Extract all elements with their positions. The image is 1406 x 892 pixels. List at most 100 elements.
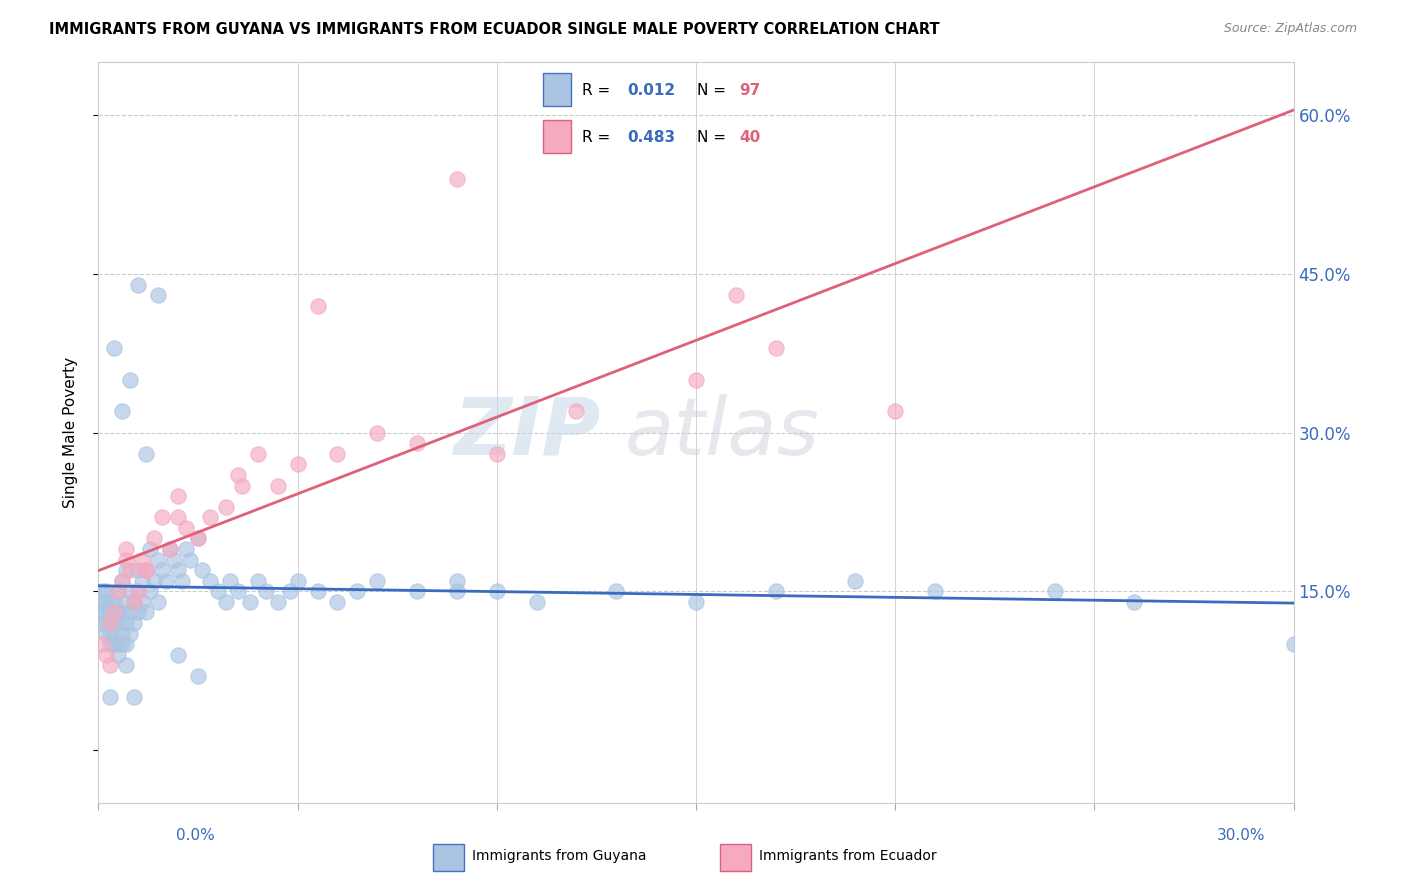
Point bbox=[111, 637, 134, 651]
Text: 0.0%: 0.0% bbox=[176, 828, 215, 843]
Point bbox=[174, 521, 197, 535]
Point bbox=[167, 563, 190, 577]
Point bbox=[131, 595, 153, 609]
Text: Immigrants from Ecuador: Immigrants from Ecuador bbox=[759, 849, 936, 863]
Text: Source: ZipAtlas.com: Source: ZipAtlas.com bbox=[1223, 22, 1357, 36]
Point bbox=[127, 563, 149, 577]
Point bbox=[159, 541, 181, 556]
Point bbox=[135, 447, 157, 461]
Point bbox=[98, 595, 122, 609]
Point bbox=[326, 447, 349, 461]
Text: Immigrants from Guyana: Immigrants from Guyana bbox=[472, 849, 647, 863]
Point bbox=[267, 595, 290, 609]
Point bbox=[148, 595, 170, 609]
Point bbox=[179, 552, 201, 566]
Point bbox=[446, 171, 468, 186]
Point bbox=[924, 584, 946, 599]
Point bbox=[135, 563, 157, 577]
Point bbox=[103, 626, 125, 640]
Point bbox=[215, 595, 238, 609]
Point bbox=[103, 615, 125, 630]
Point bbox=[115, 658, 138, 673]
Point bbox=[111, 574, 134, 588]
Point bbox=[187, 532, 209, 546]
Point bbox=[246, 447, 269, 461]
Y-axis label: Single Male Poverty: Single Male Poverty bbox=[63, 357, 77, 508]
Point bbox=[605, 584, 627, 599]
Point bbox=[120, 373, 142, 387]
Point bbox=[565, 404, 588, 418]
Point bbox=[107, 637, 129, 651]
Point bbox=[111, 404, 134, 418]
Point bbox=[485, 447, 508, 461]
Point bbox=[765, 584, 787, 599]
Text: 30.0%: 30.0% bbox=[1218, 828, 1265, 843]
Point bbox=[150, 563, 173, 577]
Point bbox=[254, 584, 277, 599]
Point bbox=[98, 615, 122, 630]
Point bbox=[446, 574, 468, 588]
Text: IMMIGRANTS FROM GUYANA VS IMMIGRANTS FROM ECUADOR SINGLE MALE POVERTY CORRELATIO: IMMIGRANTS FROM GUYANA VS IMMIGRANTS FRO… bbox=[49, 22, 939, 37]
Point bbox=[167, 489, 190, 503]
Point bbox=[765, 341, 787, 355]
Point bbox=[226, 584, 249, 599]
Point bbox=[226, 467, 249, 482]
Point bbox=[174, 541, 197, 556]
Point bbox=[115, 552, 138, 566]
Point bbox=[346, 584, 368, 599]
Point bbox=[91, 595, 114, 609]
Point bbox=[148, 552, 170, 566]
Point bbox=[124, 595, 146, 609]
Point bbox=[287, 574, 309, 588]
Point bbox=[96, 615, 118, 630]
Point bbox=[115, 563, 138, 577]
Point bbox=[107, 648, 129, 662]
Text: 97: 97 bbox=[740, 83, 761, 97]
Point bbox=[167, 510, 190, 524]
Point bbox=[120, 626, 142, 640]
Point bbox=[143, 532, 166, 546]
Point bbox=[148, 288, 170, 302]
Point bbox=[98, 615, 122, 630]
Point bbox=[1282, 637, 1305, 651]
Point bbox=[307, 584, 329, 599]
Point bbox=[406, 584, 429, 599]
Point bbox=[844, 574, 866, 588]
Point bbox=[115, 637, 138, 651]
Text: atlas: atlas bbox=[624, 393, 820, 472]
Point bbox=[155, 574, 177, 588]
Text: 40: 40 bbox=[740, 130, 761, 145]
Point bbox=[287, 458, 309, 472]
Point bbox=[143, 574, 166, 588]
Point bbox=[98, 626, 122, 640]
Point bbox=[167, 648, 190, 662]
Text: N =: N = bbox=[697, 130, 731, 145]
Point bbox=[111, 574, 134, 588]
Text: R =: R = bbox=[582, 83, 616, 97]
Point bbox=[219, 574, 242, 588]
FancyBboxPatch shape bbox=[543, 120, 571, 153]
Point bbox=[191, 563, 214, 577]
Point bbox=[124, 595, 146, 609]
FancyBboxPatch shape bbox=[543, 73, 571, 105]
Point bbox=[239, 595, 262, 609]
Point bbox=[120, 606, 142, 620]
Text: ZIP: ZIP bbox=[453, 393, 600, 472]
Point bbox=[187, 532, 209, 546]
Point bbox=[111, 606, 134, 620]
Point bbox=[115, 615, 138, 630]
Text: 0.483: 0.483 bbox=[627, 130, 675, 145]
Point bbox=[96, 584, 118, 599]
Point bbox=[98, 637, 122, 651]
Point bbox=[98, 658, 122, 673]
Point bbox=[526, 595, 548, 609]
Point bbox=[124, 615, 146, 630]
Point bbox=[127, 277, 149, 292]
Point bbox=[115, 541, 138, 556]
Point bbox=[406, 436, 429, 450]
Point bbox=[231, 478, 253, 492]
Point bbox=[131, 552, 153, 566]
Point bbox=[96, 606, 118, 620]
Point bbox=[150, 510, 173, 524]
Point bbox=[884, 404, 907, 418]
